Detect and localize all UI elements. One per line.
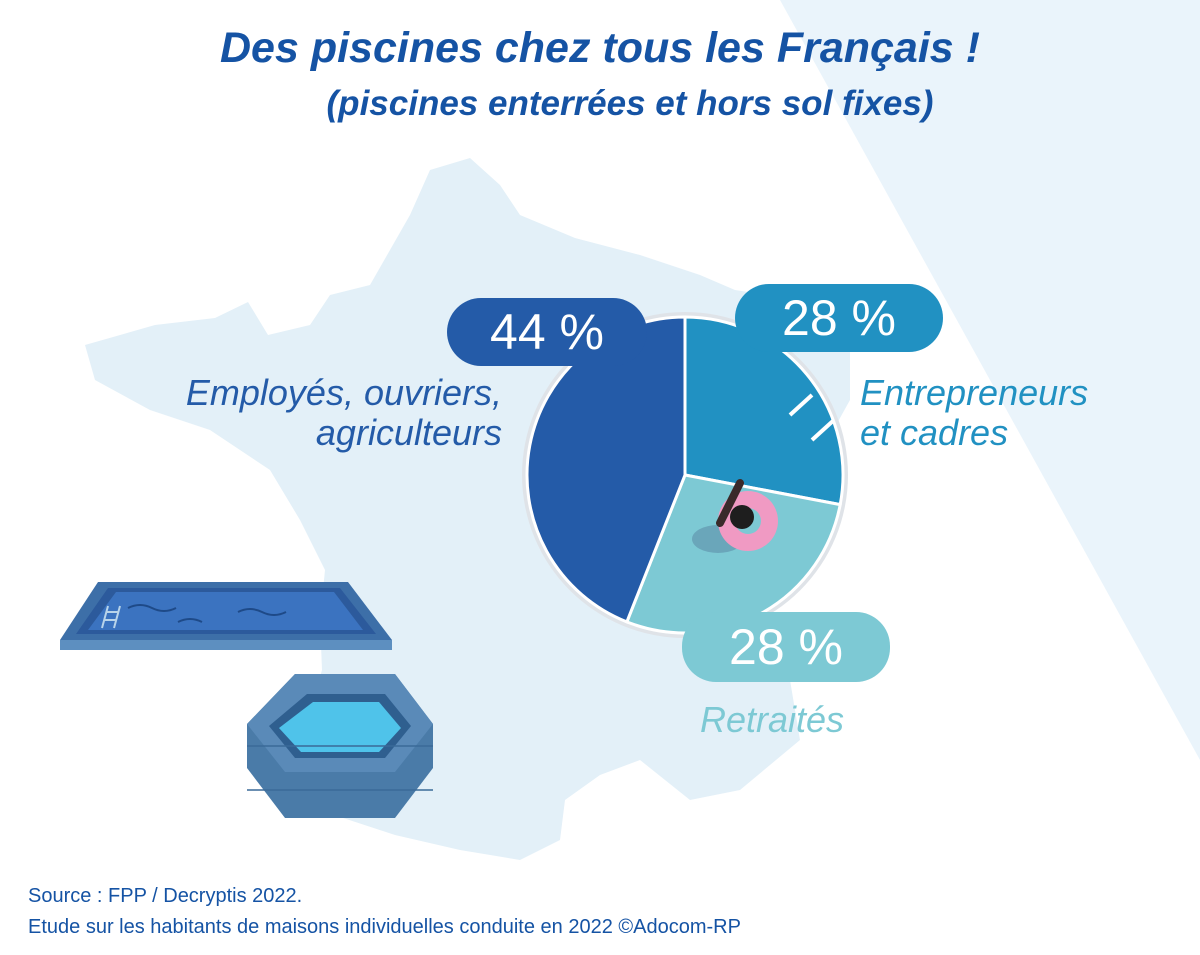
source-line-2: Etude sur les habitants de maisons indiv…	[28, 916, 741, 938]
source-line-1: Source : FPP / Decryptis 2022.	[28, 885, 303, 907]
value-pill-employes: 44 %	[447, 298, 647, 366]
category-label-employes: Employés, ouvriers, agriculteurs	[110, 373, 502, 453]
pool-ladder-icon	[788, 393, 836, 442]
background-band	[780, 0, 1200, 760]
inground-pool-icon	[60, 582, 392, 650]
page-subtitle: (piscines enterrées et hors sol fixes)	[326, 84, 934, 123]
hexagonal-above-ground-pool-icon	[247, 674, 433, 818]
value-pill-retraites: 28 %	[682, 612, 890, 682]
category-label-retraites: Retraités	[700, 700, 920, 740]
category-label-employes-line1: Employés, ouvriers,	[185, 372, 502, 413]
category-label-employes-line2: agriculteurs	[315, 412, 502, 453]
category-label-retraites-line1: Retraités	[700, 699, 845, 740]
category-label-entrepreneurs: Entrepreneurs et cadres	[860, 373, 1160, 453]
category-label-entrepreneurs-line1: Entrepreneurs	[860, 372, 1089, 413]
category-label-entrepreneurs-line2: et cadres	[860, 412, 1009, 453]
page-title: Des piscines chez tous les Français !	[220, 24, 980, 72]
value-pill-entrepreneurs: 28 %	[735, 284, 943, 352]
swimmer-on-float-icon	[692, 479, 778, 553]
pie-slice-entrepreneurs	[683, 315, 845, 507]
